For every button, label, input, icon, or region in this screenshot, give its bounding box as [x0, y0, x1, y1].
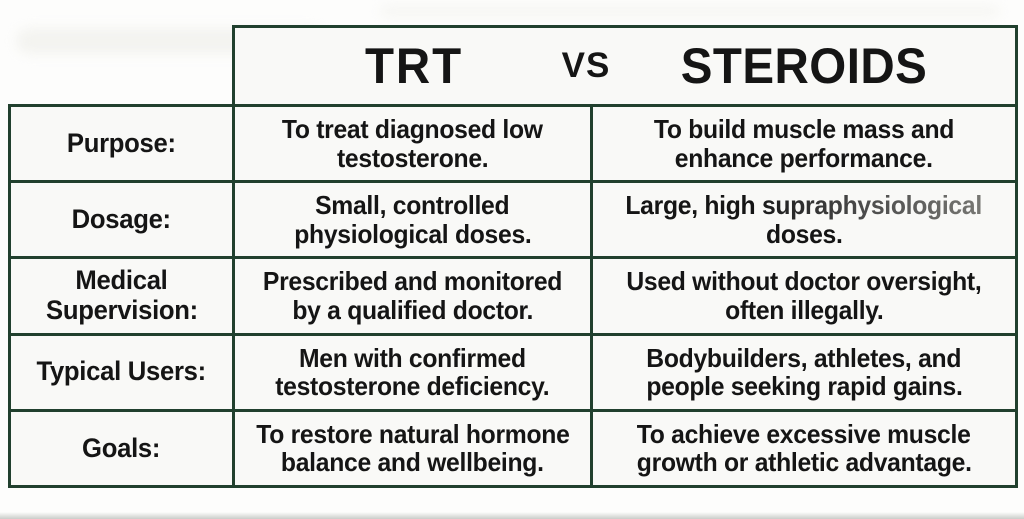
cell-line: often illegally. [724, 294, 884, 325]
bottom-artifact-strip [0, 512, 1024, 519]
header-trt-title: TRT [364, 38, 464, 94]
row-label-cell: Dosage: [11, 183, 232, 257]
cell-line: Small, controlled [315, 190, 510, 221]
cell-line: To build muscle mass and [653, 114, 955, 144]
cell-line: Used without doctor oversight, [626, 266, 982, 297]
trt-cell: To restore natural hormone balance and we… [235, 411, 590, 485]
cell-line: Medical [75, 265, 168, 296]
cell-line: Dosage: [71, 203, 172, 234]
comparison-table-body: Purpose: To treat diagnosed low testostero… [8, 104, 1018, 488]
row-label-cell: Purpose: [11, 107, 232, 181]
trt-cell: Men with confirmed testosterone deficienc… [235, 335, 590, 409]
row-label-cell: Goals: [11, 411, 232, 485]
row-label-cell: Typical Users: [11, 335, 232, 409]
cell-line: physiological doses. [293, 218, 532, 249]
cell-line: doses. [765, 218, 843, 249]
cell-line: testosterone deficiency. [275, 371, 550, 402]
steroids-cell: To build muscle mass and enhance performa… [593, 107, 1015, 181]
cell-line: testosterone. [336, 142, 489, 173]
cell-line: Purpose: [67, 127, 176, 158]
cell-line: To restore natural hormone [255, 418, 570, 449]
cell-line: To achieve excessive muscle [637, 418, 971, 449]
cell-line: Supervision: [45, 294, 198, 325]
cell-line: Men with confirmed [299, 342, 526, 373]
steroids-cell: Large, high supraphysiological doses. [593, 183, 1015, 257]
trt-cell: To treat diagnosed low testosterone. [235, 107, 590, 181]
header-steroids-title: STEROIDS [680, 38, 928, 94]
cell-line: Large, high supraphysiological [625, 190, 983, 221]
cell-line: enhance performance. [675, 142, 933, 173]
cell-line: Typical Users: [36, 356, 207, 387]
trt-cell: Small, controlled physiological doses. [235, 183, 590, 257]
faded-word: supraphysiological [762, 190, 983, 221]
header-vs-label: vs [561, 46, 611, 85]
cell-line: balance and wellbeing. [281, 447, 544, 478]
cell-line: Bodybuilders, athletes, and [646, 342, 962, 373]
row-label-cell: Medical Supervision: [11, 259, 232, 333]
cell-line: growth or athletic advantage. [636, 447, 972, 478]
steroids-cell: Used without doctor oversight, often ille… [593, 259, 1015, 333]
steroids-cell: Bodybuilders, athletes, and people seekin… [593, 335, 1015, 409]
table-header: TRT vs STEROIDS [232, 25, 1018, 104]
cell-line: people seeking rapid gains. [645, 371, 963, 402]
cell-line: Prescribed and monitored [262, 266, 563, 297]
steroids-cell: To achieve excessive muscle growth or ath… [593, 411, 1015, 485]
background-smudge [380, 5, 1000, 18]
cell-line: Goals: [82, 432, 161, 463]
cell-line: To treat diagnosed low [282, 114, 543, 144]
cell-line: by a qualified doctor. [292, 294, 533, 325]
trt-cell: Prescribed and monitored by a qualified d… [235, 259, 590, 333]
